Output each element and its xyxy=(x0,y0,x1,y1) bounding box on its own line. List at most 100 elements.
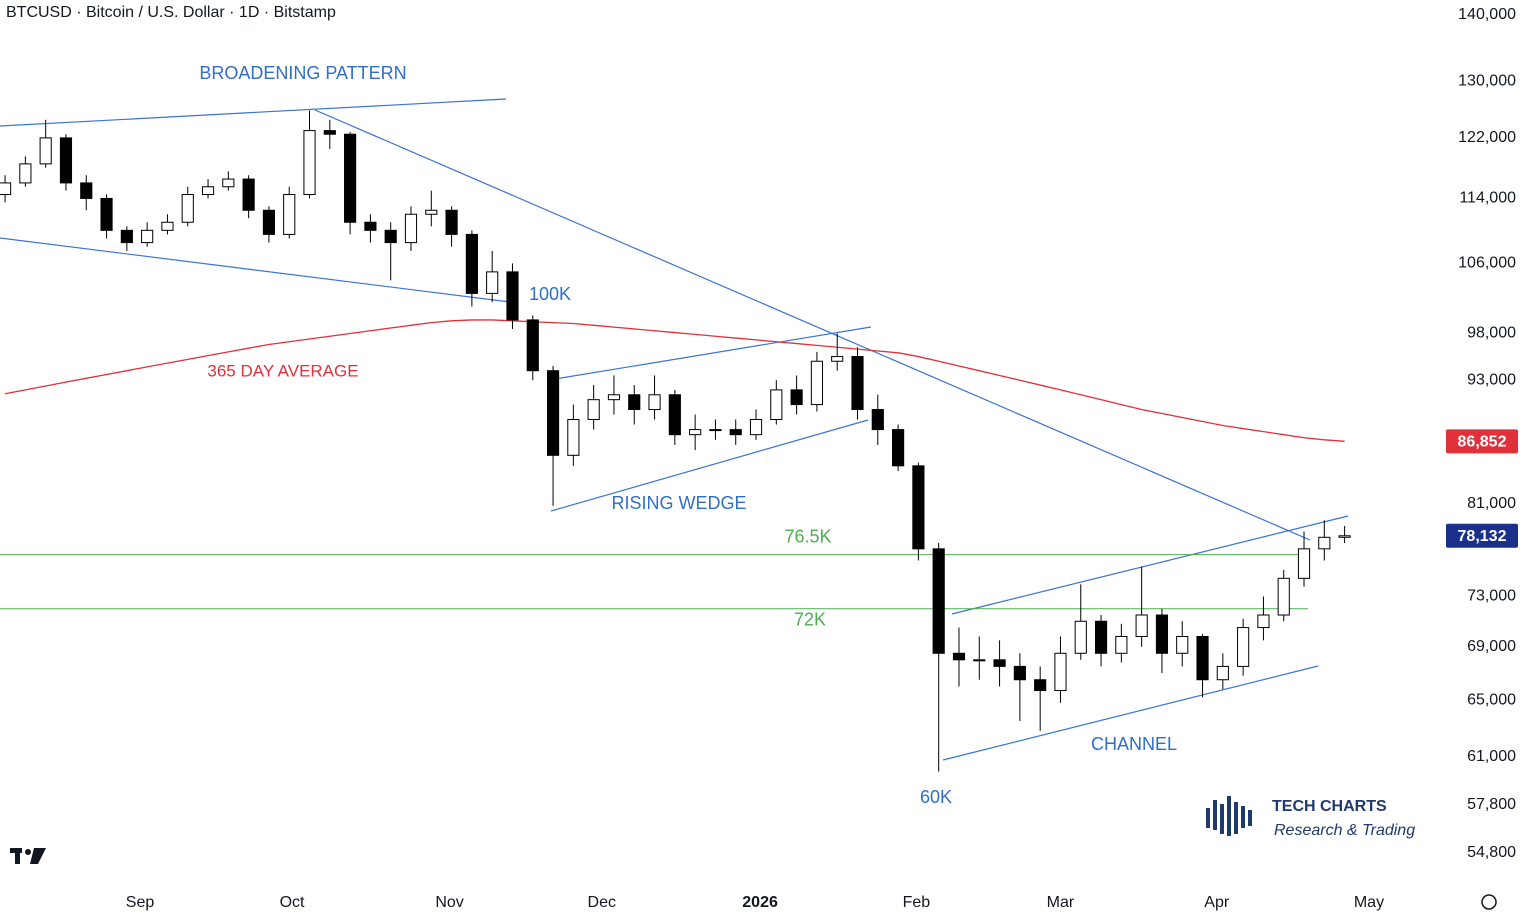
candle-body xyxy=(1196,635,1209,681)
candle-body xyxy=(486,271,499,294)
y-tick-label: 98,000 xyxy=(1467,325,1516,342)
candle-body xyxy=(729,429,742,436)
candle-body xyxy=(1216,665,1229,681)
x-tick-label: Oct xyxy=(280,894,305,911)
annotation: CHANNEL xyxy=(1091,734,1177,754)
y-tick-label: 114,000 xyxy=(1459,190,1516,207)
candle-body xyxy=(689,429,702,436)
y-tick-label: 106,000 xyxy=(1458,255,1516,272)
y-tick-label: 122,000 xyxy=(1458,129,1516,146)
candle-body xyxy=(506,271,519,321)
candle-body xyxy=(19,163,32,184)
candle-body xyxy=(222,178,235,188)
candle-body xyxy=(790,389,803,406)
candle-body xyxy=(973,659,986,662)
candle-body xyxy=(59,137,73,184)
price-tag-label: 86,852 xyxy=(1458,434,1507,451)
logo-subtitle: Research & Trading xyxy=(1274,822,1415,839)
candle-body xyxy=(465,233,478,294)
annotation: 60K xyxy=(920,787,952,807)
y-tick-label: 140,000 xyxy=(1458,6,1516,23)
candle-body xyxy=(1257,614,1270,629)
candle-body xyxy=(993,659,1006,667)
level-label: 72K xyxy=(794,610,826,630)
annotation: BROADENING PATTERN xyxy=(199,63,406,83)
trendline xyxy=(314,109,1311,541)
price-tag-label: 78,132 xyxy=(1458,528,1507,545)
candle-body xyxy=(344,133,357,223)
trendline xyxy=(0,98,507,127)
x-tick-label: Dec xyxy=(588,894,616,911)
candle-body xyxy=(120,229,133,244)
moving-average-line xyxy=(4,319,1345,442)
candle-body xyxy=(546,370,560,456)
candle-body xyxy=(445,209,458,235)
annotation: 100K xyxy=(529,284,571,304)
candle-body xyxy=(262,209,276,235)
level-label: 76.5K xyxy=(784,526,831,546)
candle-body xyxy=(1135,614,1148,637)
candle-body xyxy=(384,229,397,244)
candle-body xyxy=(1054,652,1067,692)
candle-body xyxy=(892,429,905,467)
candle-body xyxy=(1013,665,1026,681)
chart-title: BTCUSD · Bitcoin / U.S. Dollar · 1D · Bi… xyxy=(6,4,336,21)
candle-body xyxy=(80,182,93,199)
candle-body xyxy=(425,209,438,215)
candle-body xyxy=(242,178,255,211)
candle-body xyxy=(912,465,925,550)
candle-body xyxy=(0,182,12,196)
candle-body xyxy=(39,137,52,165)
candle-body xyxy=(181,194,194,223)
candle-body xyxy=(587,399,600,421)
candle-body xyxy=(831,356,844,362)
candle-body xyxy=(952,652,966,661)
tv-logo xyxy=(10,848,46,864)
price-tag xyxy=(1446,429,1518,454)
moving-average-label: 365 DAY AVERAGE xyxy=(207,361,358,380)
trendline xyxy=(554,326,872,380)
candle-body xyxy=(1277,577,1290,616)
x-tick-label: Nov xyxy=(435,894,463,911)
trendline xyxy=(942,665,1319,761)
candle-body xyxy=(283,194,296,235)
y-tick-label: 81,000 xyxy=(1467,495,1516,512)
candle-body xyxy=(526,319,539,372)
candle-body xyxy=(1155,614,1169,654)
candle-body xyxy=(709,429,722,432)
x-tick-label: May xyxy=(1354,894,1384,911)
y-tick-label: 54,800 xyxy=(1467,844,1516,861)
trendlines xyxy=(0,98,1349,761)
candle-body xyxy=(201,186,215,196)
x-tick-label: Feb xyxy=(903,894,931,911)
annotation: RISING WEDGE xyxy=(611,493,746,513)
candle-body xyxy=(607,394,621,401)
candle-body xyxy=(749,419,763,436)
x-tick-label: 2026 xyxy=(742,894,778,911)
x-tick-label: Mar xyxy=(1047,894,1075,911)
settings-icon[interactable] xyxy=(1481,894,1497,910)
candle-body xyxy=(1034,679,1047,692)
y-tick-label: 73,000 xyxy=(1467,588,1516,605)
trendline xyxy=(951,515,1349,615)
y-tick-label: 57,800 xyxy=(1467,796,1516,813)
candle-body xyxy=(100,197,113,231)
candle-body xyxy=(1237,627,1250,667)
trendline xyxy=(0,237,511,303)
candle-body xyxy=(364,221,377,231)
candle-body xyxy=(871,409,884,431)
y-tick-label: 130,000 xyxy=(1458,72,1516,89)
candle-body xyxy=(648,394,661,411)
tech-charts-logo xyxy=(1206,796,1252,836)
x-tick-label: Apr xyxy=(1204,894,1230,911)
candle-body xyxy=(1176,635,1189,654)
y-tick-label: 65,000 xyxy=(1467,691,1516,708)
logo-title: TECH CHARTS xyxy=(1272,798,1387,815)
y-tick-label: 69,000 xyxy=(1467,638,1516,655)
candle-body xyxy=(1074,620,1087,654)
y-tick-label: 61,000 xyxy=(1467,748,1516,765)
trendline xyxy=(550,419,869,512)
candle-body xyxy=(1318,536,1331,550)
